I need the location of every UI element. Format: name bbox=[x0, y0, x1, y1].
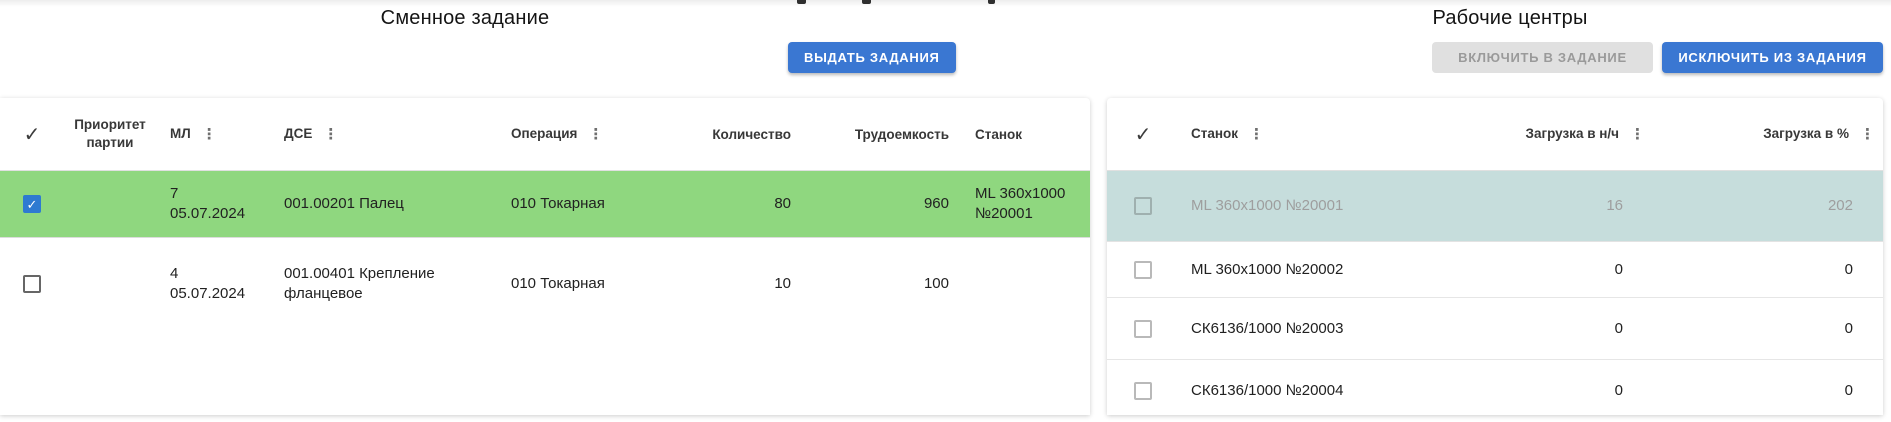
cell-machine: ML 360x1000 №20001 bbox=[1191, 197, 1344, 214]
row-checkbox[interactable] bbox=[23, 275, 41, 293]
table-row[interactable]: СК6136/1000 №20004 0 0 bbox=[1107, 360, 1883, 422]
shift-task-title: Сменное задание bbox=[380, 7, 550, 29]
table-row[interactable]: 4 05.07.2024 001.00401 Крепление фланцев… bbox=[0, 238, 1090, 330]
cell-load-nh: 16 bbox=[1606, 197, 1623, 214]
column-menu-icon[interactable]: ⋮ bbox=[1630, 126, 1645, 143]
column-header-quantity[interactable]: Количество bbox=[712, 126, 791, 142]
column-header-load-pct[interactable]: Загрузка в % ⋮ bbox=[1763, 126, 1875, 143]
column-header-ml[interactable]: МЛ ⋮ bbox=[170, 126, 217, 143]
cell-labor: 960 bbox=[923, 195, 949, 212]
cell-operation: 010 Токарная bbox=[511, 275, 605, 292]
column-header-labor[interactable]: Трудоемкость bbox=[854, 126, 949, 142]
cell-machine: СК6136/1000 №20003 bbox=[1191, 319, 1344, 337]
column-header-load-nh[interactable]: Загрузка в н/ч ⋮ bbox=[1525, 126, 1645, 143]
cell-labor: 100 bbox=[923, 275, 949, 292]
cell-dse: 001.00401 Крепление фланцевое bbox=[284, 265, 435, 302]
cell-operation: 010 Токарная bbox=[511, 195, 605, 212]
cell-load-nh: 0 bbox=[1614, 382, 1623, 399]
select-all-check-icon[interactable]: ✓ bbox=[1134, 123, 1152, 146]
work-centers-title: Рабочие центры bbox=[1432, 7, 1588, 29]
issue-tasks-button[interactable]: ВЫДАТЬ ЗАДАНИЯ bbox=[788, 42, 956, 73]
table-row[interactable]: ML 360x1000 №20002 0 0 bbox=[1107, 242, 1883, 298]
row-checkbox[interactable] bbox=[1134, 382, 1152, 400]
cell-quantity: 10 bbox=[774, 275, 791, 292]
cell-ml: 4 05.07.2024 bbox=[170, 265, 246, 302]
row-checkbox[interactable] bbox=[1134, 319, 1152, 338]
column-menu-icon[interactable]: ⋮ bbox=[588, 126, 604, 143]
cell-load-pct: 0 bbox=[1844, 382, 1853, 399]
work-centers-table: ✓ Станок ⋮ Загрузка в н/ч ⋮ Загрузка в % ⋮ … bbox=[1107, 98, 1883, 415]
column-menu-icon[interactable]: ⋮ bbox=[323, 126, 339, 143]
cell-ml: 7 05.07.2024 bbox=[170, 185, 246, 222]
cell-load-nh: 0 bbox=[1614, 260, 1623, 278]
shift-task-table: ✓ Приоритет партии МЛ ⋮ ДСЕ ⋮ Операция ⋮ Ко… bbox=[0, 98, 1090, 415]
work-centers-table-header: ✓ Станок ⋮ Загрузка в н/ч ⋮ Загрузка в % ⋮ bbox=[1107, 98, 1883, 171]
row-checkbox[interactable]: ✓ bbox=[23, 195, 41, 213]
column-header-operation[interactable]: Операция ⋮ bbox=[511, 126, 604, 143]
clipped-heading-remnant bbox=[797, 0, 806, 4]
table-row[interactable]: ML 360x1000 №20001 16 202 bbox=[1107, 171, 1883, 242]
column-header-machine[interactable]: Станок bbox=[975, 126, 1023, 142]
cell-load-pct: 0 bbox=[1844, 319, 1853, 337]
column-menu-icon[interactable]: ⋮ bbox=[201, 126, 217, 143]
select-all-check-icon[interactable]: ✓ bbox=[23, 123, 41, 146]
shift-task-table-header: ✓ Приоритет партии МЛ ⋮ ДСЕ ⋮ Операция ⋮ Ко… bbox=[0, 98, 1090, 171]
cell-load-pct: 0 bbox=[1844, 260, 1853, 278]
cell-load-nh: 0 bbox=[1614, 319, 1623, 337]
column-header-priority[interactable]: Приоритет партии bbox=[74, 117, 146, 150]
row-checkbox[interactable] bbox=[1134, 260, 1152, 279]
cell-quantity: 80 bbox=[774, 195, 791, 212]
exclude-from-task-button[interactable]: ИСКЛЮЧИТЬ ИЗ ЗАДАНИЯ bbox=[1662, 42, 1883, 73]
column-header-machine[interactable]: Станок ⋮ bbox=[1191, 126, 1265, 143]
cell-machine: СК6136/1000 №20004 bbox=[1191, 382, 1344, 399]
top-shadow bbox=[0, 0, 1891, 7]
cell-dse: 001.00201 Палец bbox=[284, 195, 404, 212]
cell-machine: ML 360x1000 №20002 bbox=[1191, 260, 1344, 278]
table-row[interactable]: СК6136/1000 №20003 0 0 bbox=[1107, 298, 1883, 360]
column-menu-icon[interactable]: ⋮ bbox=[1249, 126, 1265, 143]
cell-machine: ML 360x1000 №20001 bbox=[975, 185, 1066, 222]
clipped-heading-remnant bbox=[988, 0, 995, 4]
clipped-heading-remnant bbox=[862, 0, 871, 4]
column-header-dse[interactable]: ДСЕ ⋮ bbox=[284, 126, 339, 143]
include-in-task-button[interactable]: ВКЛЮЧИТЬ В ЗАДАНИЕ bbox=[1432, 42, 1653, 73]
column-menu-icon[interactable]: ⋮ bbox=[1860, 126, 1875, 143]
table-row[interactable]: ✓ 7 05.07.2024 001.00201 Палец 010 Токар… bbox=[0, 171, 1090, 238]
cell-load-pct: 202 bbox=[1827, 197, 1853, 214]
row-checkbox[interactable] bbox=[1134, 197, 1152, 215]
